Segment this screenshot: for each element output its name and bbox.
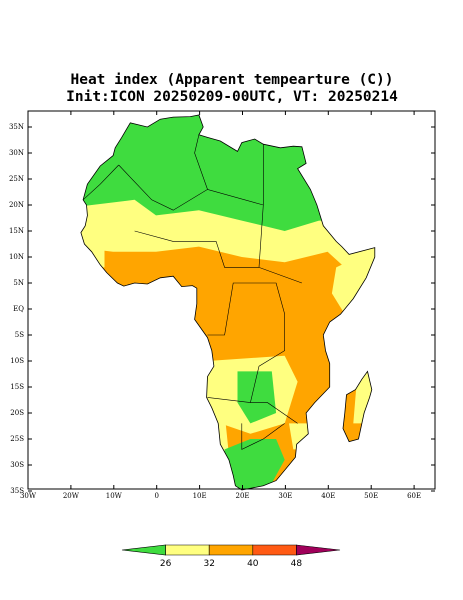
lat-label: 15N	[9, 227, 24, 235]
country-border	[82, 164, 119, 201]
lat-label: 30S	[10, 461, 24, 469]
lon-label: 0	[154, 492, 158, 500]
lon-label: 20E	[235, 492, 249, 500]
lat-label: 5S	[15, 331, 24, 339]
heat-zone	[353, 371, 375, 424]
lat-label: 25N	[9, 175, 24, 183]
heat-field	[80, 115, 375, 490]
lat-label: 35N	[9, 123, 24, 131]
colorbar-box	[252, 544, 297, 556]
lat-label: 20S	[10, 409, 24, 417]
country-border	[207, 397, 298, 424]
lon-label: 30E	[278, 492, 292, 500]
country-border	[194, 134, 208, 190]
colorbar-label: 40	[247, 559, 259, 569]
heat-zone	[237, 371, 277, 424]
lat-label: 30N	[9, 149, 24, 157]
country-border	[258, 144, 264, 268]
heat-zone	[224, 439, 285, 490]
colorbar-box	[165, 544, 210, 556]
country-border	[118, 164, 264, 211]
lat-label: 10N	[9, 253, 24, 261]
colorbar-label: 32	[203, 559, 214, 569]
colorbar: 26 32 40 48	[121, 544, 341, 569]
lat-label: 20N	[9, 201, 24, 209]
lat-label: EQ	[13, 305, 24, 313]
lat-label: 10S	[10, 357, 24, 365]
lat-label: 15S	[10, 383, 24, 391]
lat-label: 25S	[10, 435, 24, 443]
lon-label: 50E	[364, 492, 378, 500]
country-border	[134, 230, 303, 284]
lon-label: 10W	[106, 492, 123, 500]
heat-zone	[80, 246, 105, 268]
colorbar-label: 26	[160, 559, 172, 569]
map-frame	[27, 110, 436, 490]
lon-label: 10E	[193, 492, 207, 500]
colorbar-box	[121, 544, 166, 556]
lat-label: 5N	[13, 279, 24, 287]
lon-label: 40E	[321, 492, 335, 500]
country-border	[207, 282, 285, 403]
lon-label: 30W	[20, 492, 37, 500]
colorbar-box	[296, 544, 341, 556]
lat-label: 35S	[10, 487, 24, 495]
country-border	[241, 423, 285, 450]
colorbar-label: 48	[291, 559, 303, 569]
colorbar-box	[208, 544, 254, 556]
subtitle: Init:ICON 20250209-00UTC, VT: 20250214	[66, 89, 398, 105]
lon-label: 20W	[63, 492, 80, 500]
lon-label: 60E	[407, 492, 421, 500]
map: 35N 30N 25N 20N 15N 10N 5N EQ 5S 10S 15S 20S 25S 30S 3…	[9, 111, 435, 500]
coastline	[80, 114, 376, 491]
title: Heat index (Apparent tempearture (C))	[70, 72, 393, 88]
